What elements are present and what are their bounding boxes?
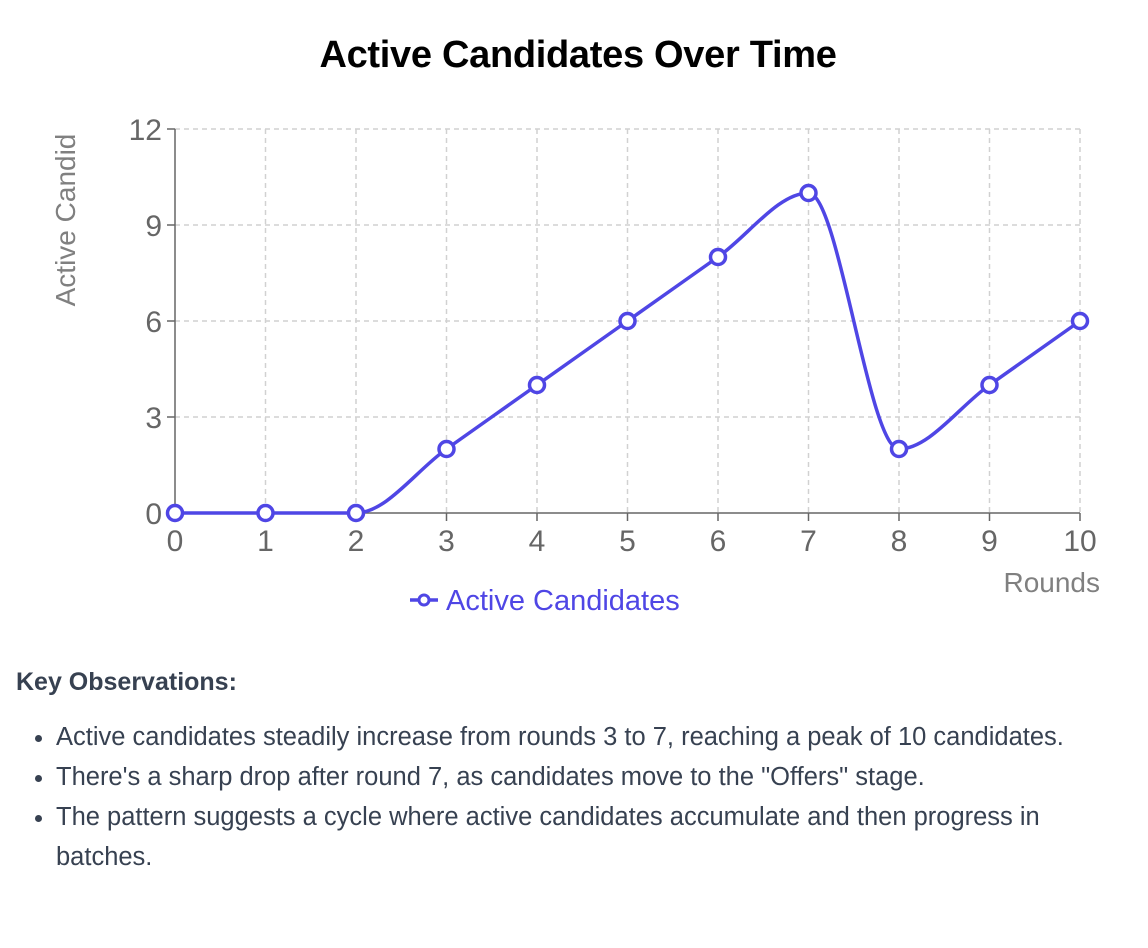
data-point[interactable]: [708, 247, 728, 267]
observations-section: Key Observations: Active candidates stea…: [16, 668, 1116, 877]
observations-list: Active candidates steadily increase from…: [16, 717, 1116, 877]
x-tick-label: 5: [619, 525, 636, 558]
chart-title: Active Candidates Over Time: [319, 34, 837, 76]
x-tick-label: 8: [891, 525, 908, 558]
data-point[interactable]: [346, 503, 366, 523]
x-tick-label: 10: [1063, 525, 1096, 558]
x-tick-label: 9: [981, 525, 998, 558]
legend-marker-swatch: [417, 593, 431, 607]
observation-item: There's a sharp drop after round 7, as c…: [56, 757, 1116, 797]
observation-item: The pattern suggests a cycle where activ…: [56, 797, 1116, 877]
data-point[interactable]: [889, 439, 909, 459]
observation-item: Active candidates steadily increase from…: [56, 717, 1116, 757]
y-tick-label: 3: [145, 402, 162, 435]
y-tick-label: 12: [129, 114, 162, 147]
y-tick-label: 9: [145, 210, 162, 243]
x-tick-labels: 0 1 2 3 4 5 6 7 8 9 10: [167, 525, 1097, 558]
y-tick-labels: 0 3 6 9 12: [129, 114, 162, 531]
data-point[interactable]: [527, 375, 547, 395]
series-layer: [165, 183, 1090, 523]
legend[interactable]: Active Candidates: [410, 585, 680, 617]
x-axis-title: Rounds: [1003, 567, 1100, 598]
legend-label: Active Candidates: [446, 585, 680, 617]
x-tick-label: 6: [710, 525, 727, 558]
x-tick-label: 7: [800, 525, 817, 558]
x-tick-label: 0: [167, 525, 184, 558]
observations-heading: Key Observations:: [16, 668, 237, 696]
data-point[interactable]: [1070, 311, 1090, 331]
data-point[interactable]: [256, 503, 275, 523]
data-point[interactable]: [799, 183, 818, 203]
x-tick-label: 4: [529, 525, 546, 558]
x-tick-label: 3: [438, 525, 455, 558]
x-tick-label: 2: [348, 525, 365, 558]
x-tick-label: 1: [257, 525, 274, 558]
data-point[interactable]: [165, 503, 185, 523]
data-point[interactable]: [980, 375, 999, 395]
y-axis-title: Active Candid: [50, 134, 81, 307]
data-point[interactable]: [437, 439, 456, 459]
data-point[interactable]: [618, 311, 637, 331]
y-tick-label: 6: [145, 306, 162, 339]
y-tick-label: 0: [145, 498, 162, 531]
